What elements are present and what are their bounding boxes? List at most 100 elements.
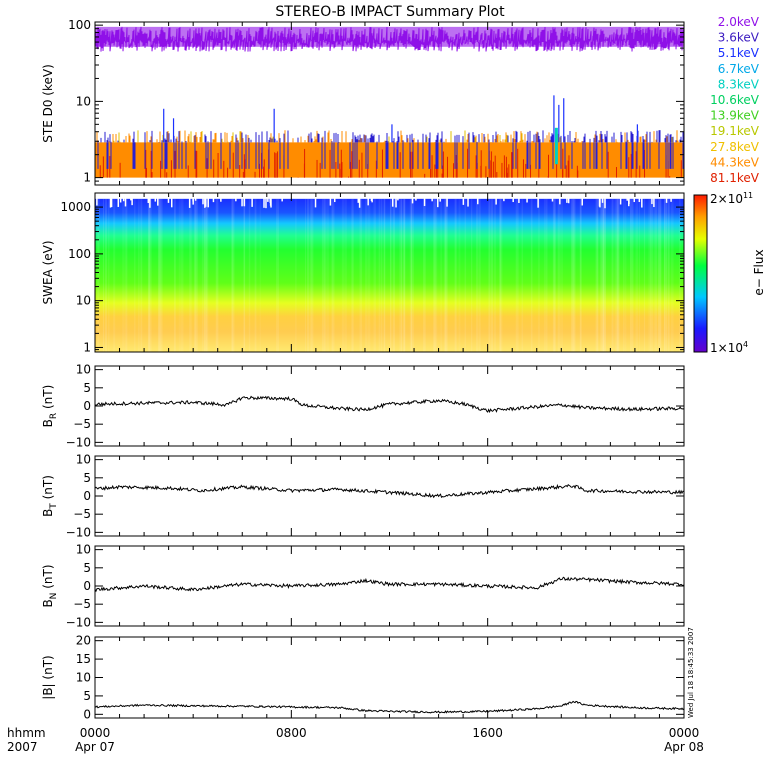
swea-data-gap: [117, 194, 120, 207]
bmag-ytick-label: 15: [76, 652, 91, 666]
bn-ytick-label: −5: [73, 597, 91, 611]
swea-texture: [623, 198, 625, 352]
swea-texture: [552, 198, 556, 352]
bn-ytick-label: −10: [66, 615, 91, 629]
swea-texture: [410, 198, 414, 352]
swea-texture: [579, 198, 582, 352]
swea-texture: [373, 198, 376, 352]
swea-texture: [476, 198, 479, 352]
swea-data-gap: [397, 194, 399, 201]
ste-panel: 1 10 100 STE D0 (keV): [41, 18, 685, 186]
swea-texture: [203, 198, 206, 352]
swea-texture: [305, 198, 307, 352]
bt-ylabel: BT (nT): [41, 475, 59, 517]
swea-texture: [194, 198, 196, 352]
swea-data-gap: [395, 194, 397, 208]
swea-texture: [643, 198, 646, 352]
swea-texture: [204, 198, 208, 352]
swea-data-gap: [251, 194, 253, 207]
swea-data-gap: [243, 194, 246, 206]
swea-texture: [617, 198, 620, 352]
swea-texture: [515, 198, 519, 352]
swea-texture: [157, 198, 161, 352]
ste-series-2keV-band: [95, 26, 684, 47]
swea-texture: [670, 198, 674, 352]
swea-texture: [493, 198, 497, 352]
swea-ytick-label: 10: [76, 294, 91, 308]
swea-texture: [545, 198, 548, 352]
swea-data-gap: [149, 194, 151, 208]
bn-ytick-label: 5: [83, 561, 91, 575]
swea-texture: [102, 198, 105, 352]
swea-data-gap: [551, 194, 554, 202]
swea-data-gap: [122, 194, 125, 202]
swea-texture: [201, 198, 204, 352]
bt-ytick-label: 10: [76, 453, 91, 467]
bmag-ytick-label: 5: [83, 689, 91, 703]
br-panel: −10 −5 0 5 10 BR (nT): [41, 363, 685, 449]
swea-texture: [309, 198, 313, 352]
swea-texture: [471, 198, 473, 352]
bmag-frame: [94, 636, 685, 719]
legend-entry-3-6keV: 3.6keV: [718, 31, 760, 45]
figure-title: STEREO-B IMPACT Summary Plot: [275, 4, 505, 20]
legend-entry-81-1keV: 81.1keV: [710, 171, 760, 185]
swea-texture: [321, 198, 325, 352]
swea-data-gap: [333, 194, 336, 203]
swea-texture: [553, 198, 556, 352]
swea-data-gap: [96, 194, 98, 206]
swea-texture: [324, 198, 326, 352]
swea-data-gap: [207, 194, 209, 208]
swea-texture: [668, 198, 670, 352]
swea-data-gap: [329, 194, 332, 206]
swea-data-gap: [130, 194, 132, 201]
swea-data-gap: [503, 194, 505, 202]
swea-data-gap: [462, 194, 465, 205]
bmag-panel: 0 5 10 15 20 |B| (nT): [41, 634, 685, 721]
swea-panel: 1 10 100 1000 SWEA (eV): [41, 192, 685, 354]
swea-texture: [443, 198, 446, 352]
ste-series-red: [99, 148, 682, 178]
swea-data-gap: [651, 194, 653, 205]
swea-texture: [433, 198, 437, 352]
bmag-ytick-label: 0: [83, 707, 91, 721]
swea-texture: [500, 198, 503, 352]
swea-data-gap: [599, 194, 601, 208]
swea-data-gap: [526, 194, 528, 203]
swea-data-gap: [241, 194, 243, 207]
br-ylabel: BR (nT): [41, 385, 59, 428]
swea-texture: [149, 198, 152, 352]
swea-data-gap: [109, 194, 112, 208]
swea-texture: [390, 198, 392, 352]
bn-panel: −10 −5 0 5 10 BN (nT): [41, 543, 685, 629]
swea-texture: [393, 198, 396, 352]
swea-texture: [657, 198, 659, 352]
legend-entry-10-6keV: 10.6keV: [710, 93, 760, 107]
swea-data-gap: [235, 194, 237, 202]
swea-ytick-label: 1000: [60, 200, 91, 214]
ste-frame: [94, 21, 685, 186]
swea-data-gap: [495, 194, 497, 205]
time-tick-label: 0000: [80, 726, 111, 740]
swea-data-gap: [670, 194, 672, 202]
swea-data-gap: [220, 194, 222, 202]
bt-frame: [94, 455, 685, 537]
bn-frame: [94, 545, 685, 627]
swea-texture: [380, 198, 383, 352]
legend-entry-2-0keV: 2.0keV: [718, 15, 760, 29]
swea-texture: [489, 198, 491, 352]
swea-texture: [196, 198, 199, 352]
swea-texture: [158, 198, 162, 352]
date-tick-label: Apr 07: [75, 740, 115, 754]
swea-texture: [125, 198, 128, 352]
swea-texture: [666, 198, 668, 352]
bn-trace: [94, 576, 685, 593]
legend-entry-27-8keV: 27.8keV: [710, 140, 760, 154]
swea-texture: [402, 198, 406, 352]
swea-texture: [625, 198, 627, 352]
swea-texture: [345, 198, 347, 352]
swea-texture: [173, 198, 176, 352]
swea-frame: [94, 192, 685, 353]
swea-data-gap: [119, 194, 122, 203]
